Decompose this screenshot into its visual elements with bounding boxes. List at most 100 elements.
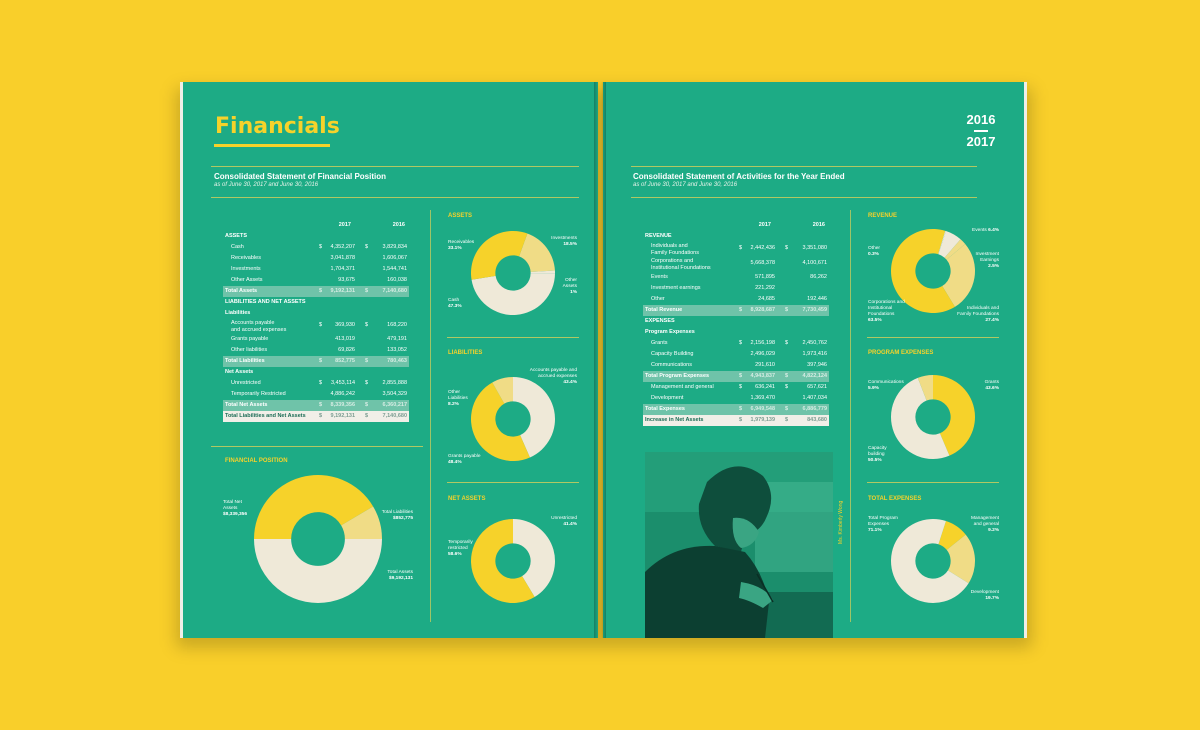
row-label: Management and general (651, 384, 714, 390)
photo-credit: Ms. Kimberly Wong (838, 500, 844, 544)
activities-subtitle: as of June 30, 2017 and June 30, 2016 (633, 182, 738, 188)
value-2017: 221,292 (755, 285, 775, 291)
title-underline (214, 144, 330, 147)
temp-restricted-slice (471, 519, 535, 603)
currency-symbol: $ (365, 288, 369, 294)
table-row: Cash $ $4,352,207 3,829,834 (223, 242, 409, 253)
currency-symbol: $ (785, 373, 789, 379)
row-label: Grants (651, 340, 668, 346)
investment-slice (944, 239, 966, 260)
col-2017: 2017 (338, 222, 351, 228)
year-dash (974, 130, 988, 132)
table-row: Other liabilities 69,826 133,052 (223, 345, 409, 356)
currency-symbol: $ (319, 244, 323, 250)
other-liabilities-label: Other Liabilities 8.2% (448, 390, 468, 407)
receivables-label: Receivables 33.1% (448, 240, 475, 251)
cash-slice (471, 273, 555, 315)
row-label: Total Liabilities and Net Assets (225, 413, 306, 419)
row-label: Total Revenue (645, 307, 683, 313)
other-revenue-label: Other 0.3% (868, 246, 880, 257)
currency-symbol: $ (319, 358, 323, 364)
value-2016: 657,621 (807, 384, 827, 390)
currency-symbol: $ (785, 245, 789, 251)
page-title: Financials (215, 114, 340, 139)
liabilities-donut-chart (470, 377, 555, 461)
table-row: Other Assets 93,675 160,038 (223, 275, 409, 286)
value-2016: 397,946 (807, 362, 827, 368)
table-row: ASSETS (223, 231, 409, 242)
table-row: Management and general $ $636,241 657,621 (643, 382, 829, 393)
year-range: 2016 2017 (966, 112, 996, 150)
currency-symbol: $ (365, 380, 369, 386)
individuals-label: Individuals and Family Foundations 27.4% (957, 306, 999, 323)
currency-symbol: $ (739, 406, 743, 412)
currency-symbol: $ (739, 245, 743, 251)
value-2016: 2,855,888 (382, 380, 407, 386)
table-row: EXPENSES (643, 316, 829, 327)
value-2017: 2,496,029 (750, 351, 775, 357)
events-slice (938, 231, 961, 258)
table-row: Other 24,685 192,446 (643, 294, 829, 305)
table-row: Communications 291,610 397,946 (643, 360, 829, 371)
grants-payable-label: Grants payable 48.4% (448, 454, 481, 465)
table-row: Total Revenue $ $8,928,687 7,730,459 (643, 305, 829, 316)
value-2017: 636,241 (755, 384, 775, 390)
table-row: Total Assets $ $9,192,131 7,140,680 (223, 286, 409, 297)
communications-label: Communications 5.9% (868, 380, 904, 391)
currency-symbol: $ (319, 380, 323, 386)
column-divider (850, 210, 851, 622)
row-label: Communications (651, 362, 692, 368)
value-2016: 479,191 (387, 336, 407, 342)
investment-earnings-label: Investment Earnings 2.5% (975, 252, 999, 269)
value-2016: 3,351,080 (802, 245, 827, 251)
table-row: Grants payable 413,019 479,191 (223, 334, 409, 345)
net-assets-donut-chart (471, 519, 555, 603)
col-2017: 2017 (758, 222, 771, 228)
row-label: Capacity Building (651, 351, 694, 357)
unrestricted-label: Unrestricted 41.4% (551, 516, 577, 527)
total-program-expenses-label: Total Program Expenses 71.1% (868, 516, 898, 533)
table-row: Total Net Assets $ $8,339,356 6,360,217 (223, 400, 409, 411)
value-2017: 852,775 (335, 358, 355, 364)
grants-slice (933, 375, 975, 456)
cash-label: Cash 47.3% (448, 298, 462, 309)
value-2017: 291,610 (755, 362, 775, 368)
other-assets-label: Other Assets 1% (562, 278, 577, 295)
value-2017: 369,930 (335, 322, 355, 328)
column-divider (430, 210, 431, 622)
value-2016: 168,220 (387, 322, 407, 328)
management-slice (938, 521, 966, 550)
table-row: Accounts payable and accrued expenses $ $36… (223, 319, 409, 334)
revenue-chart-title: REVENUE (868, 213, 898, 219)
value-2016: 3,829,834 (382, 244, 407, 250)
grants-label: Grants 43.6% (984, 380, 999, 391)
divider (631, 197, 977, 198)
value-2016: 7,730,459 (802, 307, 827, 313)
row-label: Development (651, 395, 684, 401)
row-label: Unrestricted (231, 380, 261, 386)
value-2016: 86,262 (810, 274, 827, 280)
table-row: Increase in Net Assets $ $1,979,139 843,680 (643, 415, 829, 426)
communications-slice (917, 375, 933, 401)
corporations-label: Corporations and Institutional Foundatio… (868, 300, 905, 323)
accounts-payable-slice (513, 377, 555, 458)
value-2017: 8,339,356 (330, 402, 355, 408)
currency-symbol: $ (785, 417, 789, 423)
table-row: Receivables 3,041,878 1,606,067 (223, 253, 409, 264)
value-2017: 4,943,837 (750, 373, 775, 379)
student-writing-image (645, 452, 833, 638)
total-liabilities-label: Total Liabilities $852,775 (381, 510, 413, 521)
currency-symbol: $ (739, 307, 743, 313)
row-label: ASSETS (225, 233, 248, 239)
total-expenses-donut-chart (891, 519, 975, 603)
row-label: Liabilities (225, 310, 251, 316)
value-2016: 1,973,416 (802, 351, 827, 357)
table-row: Total Liabilities and Net Assets $ $9,192,… (223, 411, 409, 422)
financial-position-title: FINANCIAL POSITION (225, 458, 288, 464)
table-row: Total Expenses $ $6,949,548 6,886,779 (643, 404, 829, 415)
currency-symbol: $ (365, 402, 369, 408)
value-2016: 160,038 (387, 277, 407, 283)
value-2016: 4,100,671 (802, 260, 827, 266)
investments-slice (519, 233, 555, 272)
statement-title: Consolidated Statement of Financial Posi… (214, 172, 387, 181)
